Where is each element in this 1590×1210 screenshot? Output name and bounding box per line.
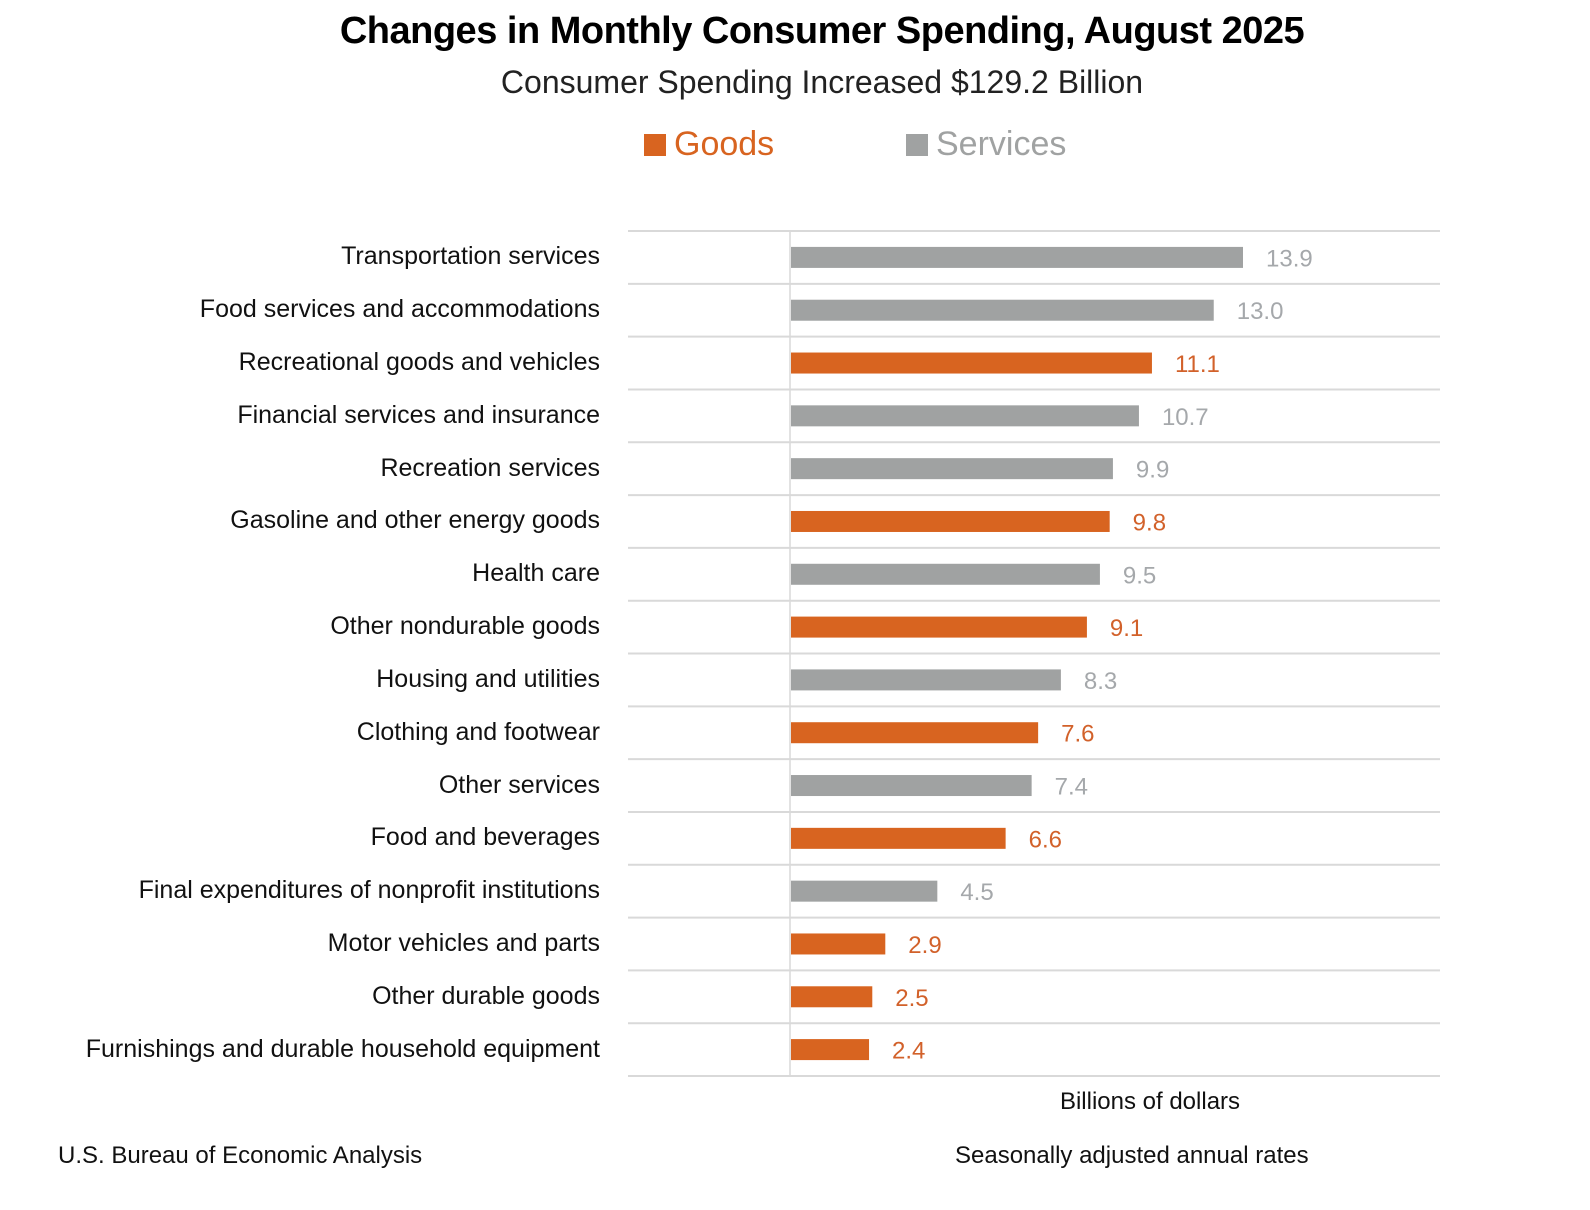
data-label: 9.8	[1133, 509, 1166, 536]
x-axis-title: Billions of dollars	[1059, 1088, 1241, 1115]
chart-title: Changes in Monthly Consumer Spending, Au…	[339, 10, 1305, 52]
bar-services	[791, 299, 1214, 321]
category-label: Other nondurable goods	[330, 612, 600, 641]
data-label: 4.5	[960, 879, 993, 906]
legend-swatch-services	[906, 133, 928, 156]
bar-goods	[791, 616, 1087, 638]
data-label: 13.0	[1237, 298, 1284, 325]
legend-item-services: Services	[906, 125, 1066, 164]
legend-item-goods: Goods	[644, 125, 774, 164]
bar-services	[791, 458, 1113, 480]
category-label: Gasoline and other energy goods	[230, 506, 600, 535]
bar-services	[791, 563, 1100, 585]
legend: Goods Services	[0, 125, 1590, 169]
legend-swatch-goods	[644, 133, 666, 156]
bar-services	[791, 880, 938, 902]
data-label: 9.1	[1110, 615, 1143, 642]
category-label: Recreational goods and vehicles	[238, 348, 600, 377]
legend-label-services: Services	[936, 125, 1067, 163]
rates-note: Seasonally adjusted annual rates	[955, 1142, 1309, 1169]
bar-services	[791, 669, 1061, 691]
data-label: 13.9	[1266, 245, 1313, 272]
category-label: Food services and accommodations	[199, 295, 600, 324]
data-label: 7.6	[1061, 721, 1094, 748]
category-label: Financial services and insurance	[237, 400, 600, 429]
bar-goods	[791, 510, 1110, 532]
category-label: Other services	[438, 770, 600, 799]
category-label: Housing and utilities	[376, 664, 600, 693]
bar-services	[791, 405, 1139, 427]
bar-goods	[791, 722, 1039, 744]
bar-goods	[791, 933, 886, 955]
bar-goods	[791, 352, 1152, 374]
legend-label-goods: Goods	[674, 125, 775, 163]
data-label: 9.5	[1123, 562, 1156, 589]
data-label: 2.9	[908, 932, 941, 959]
bar-services	[791, 246, 1243, 268]
category-label: Transportation services	[341, 242, 600, 271]
category-label: Final expenditures of nonprofit institut…	[138, 876, 600, 905]
source-note: U.S. Bureau of Economic Analysis	[58, 1142, 423, 1169]
data-label: 7.4	[1055, 774, 1088, 801]
data-label: 8.3	[1084, 668, 1117, 695]
chart-subtitle: Consumer Spending Increased $129.2 Billi…	[500, 64, 1144, 100]
data-label: 11.1	[1175, 351, 1220, 378]
category-label: Food and beverages	[370, 823, 600, 852]
category-label: Recreation services	[380, 453, 600, 482]
data-label: 9.9	[1136, 457, 1169, 484]
data-label: 10.7	[1162, 404, 1209, 431]
data-label: 2.4	[892, 1038, 925, 1065]
data-label: 2.5	[895, 985, 928, 1012]
bar-services	[791, 775, 1032, 797]
category-label: Other durable goods	[372, 981, 600, 1010]
bar-goods	[791, 986, 873, 1008]
category-label: Motor vehicles and parts	[327, 928, 600, 957]
category-label: Furnishings and durable household equipm…	[85, 1034, 600, 1063]
category-label: Clothing and footwear	[356, 717, 600, 746]
bar-goods	[791, 827, 1006, 849]
category-label: Health care	[472, 559, 600, 588]
bar-goods	[791, 1039, 870, 1061]
data-label: 6.6	[1029, 826, 1062, 853]
